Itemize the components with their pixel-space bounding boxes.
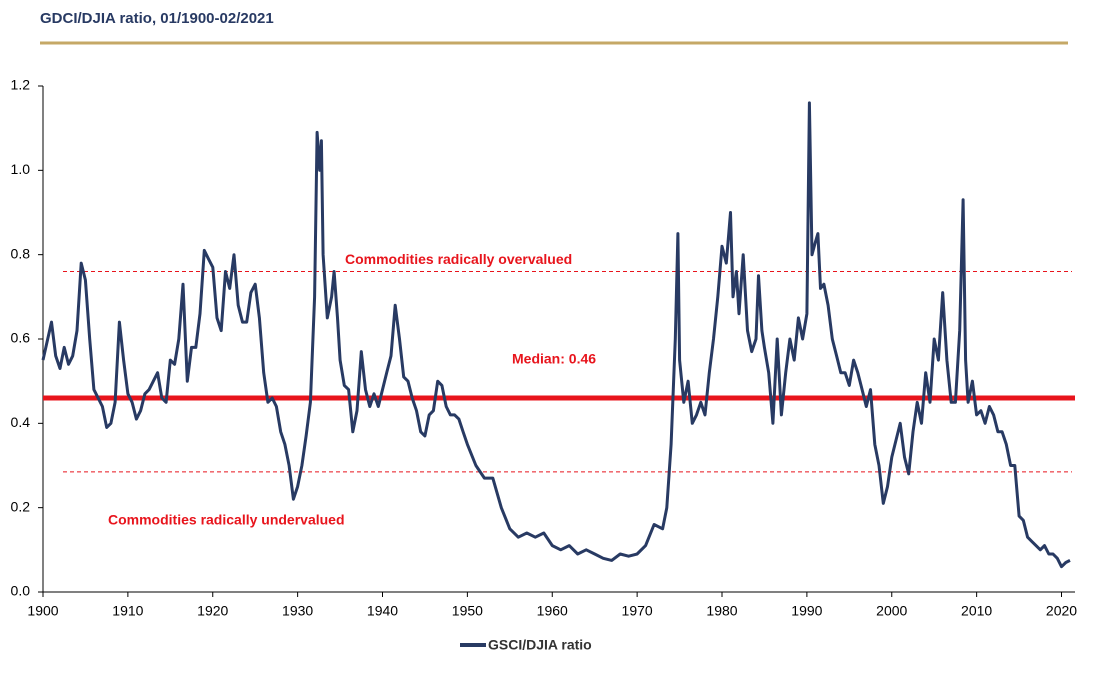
x-tick-label: 1950 [452,603,483,619]
x-tick-label: 1920 [197,603,228,619]
x-tick-label: 1930 [282,603,313,619]
x-tick-label: 1960 [537,603,568,619]
x-tick-label: 2010 [961,603,992,619]
y-tick-label: 0.2 [11,498,31,514]
x-tick-label: 2000 [876,603,907,619]
annotation: Commodities radically undervalued [108,512,345,528]
x-tick-label: 1940 [367,603,398,619]
y-tick-label: 0.6 [11,330,31,346]
y-tick-label: 1.2 [11,77,31,93]
y-tick-label: 0.8 [11,245,31,261]
y-tick-label: 0.0 [11,583,31,599]
y-tick-label: 0.4 [11,414,31,430]
x-tick-label: 2020 [1046,603,1077,619]
chart-title: GDCI/DJIA ratio, 01/1900-02/2021 [40,10,274,27]
series-line [41,101,1071,569]
x-tick-label: 1900 [27,603,58,619]
annotation: Commodities radically overvalued [345,251,572,267]
legend-label: GSCI/DJIA ratio [488,637,592,653]
annotation: Median: 0.46 [512,351,596,367]
x-tick-label: 1970 [622,603,653,619]
x-tick-label: 1990 [791,603,822,619]
y-tick-label: 1.0 [11,161,31,177]
x-tick-label: 1980 [706,603,737,619]
x-tick-label: 1910 [112,603,143,619]
